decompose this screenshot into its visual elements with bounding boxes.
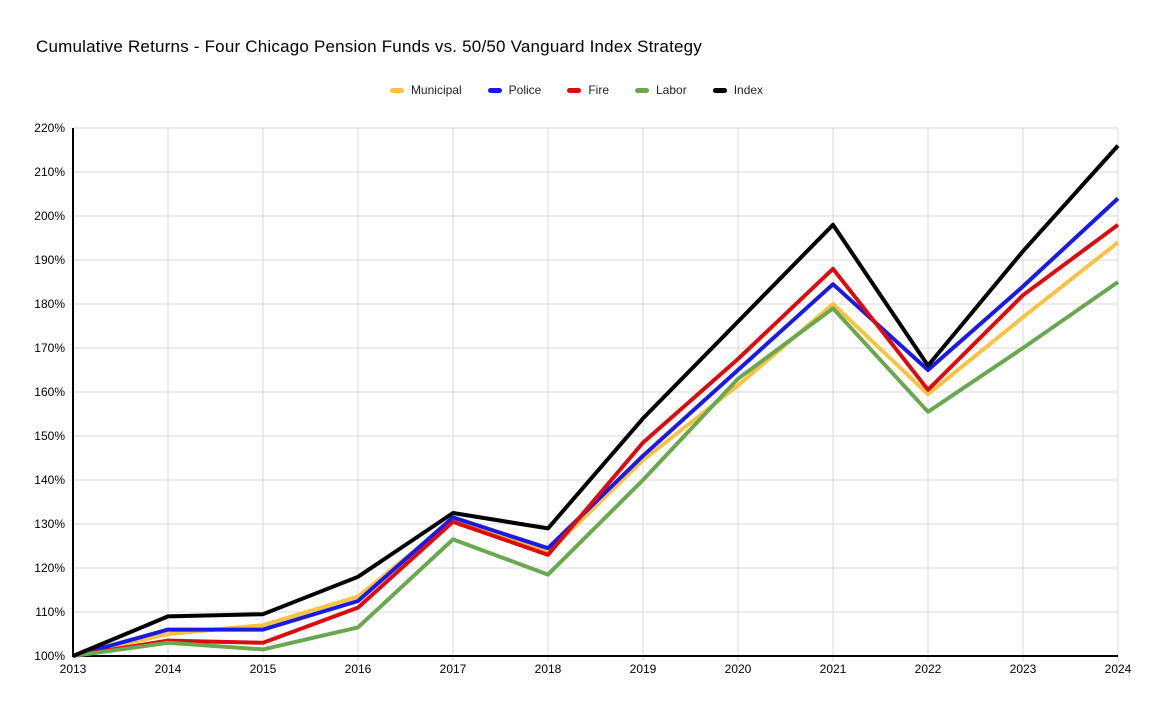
- x-axis-label: 2021: [820, 662, 847, 676]
- y-axis-label: 160%: [34, 385, 65, 399]
- legend-label: Index: [733, 83, 764, 97]
- legend: Municipal Police Fire Labor Index: [0, 83, 1153, 97]
- legend-label: Labor: [656, 83, 687, 97]
- legend-item-fire: Fire: [567, 83, 609, 97]
- x-axis-label: 2018: [535, 662, 562, 676]
- y-axis-label: 110%: [35, 605, 65, 619]
- legend-swatch-icon: [389, 87, 404, 93]
- legend-item-police: Police: [487, 83, 542, 97]
- y-axis-label: 100%: [34, 649, 65, 663]
- legend-label: Fire: [588, 83, 609, 97]
- x-axis-label: 2013: [60, 662, 87, 676]
- y-axis-label: 130%: [34, 517, 65, 531]
- x-axis-label: 2023: [1010, 662, 1037, 676]
- y-axis-label: 190%: [34, 253, 65, 267]
- x-axis-label: 2020: [725, 662, 752, 676]
- x-axis-label: 2015: [250, 662, 277, 676]
- x-axis-label: 2017: [440, 662, 467, 676]
- y-axis-label: 220%: [34, 121, 65, 135]
- series-line-labor: [72, 280, 1120, 658]
- x-axis-label: 2014: [155, 662, 182, 676]
- series-line-fire: [72, 223, 1120, 658]
- y-axis-label: 200%: [34, 209, 65, 223]
- legend-label: Municipal: [410, 83, 462, 97]
- series-line-police: [72, 196, 1120, 658]
- legend-item-labor: Labor: [635, 83, 687, 97]
- series-line-municipal: [72, 240, 1120, 658]
- legend-swatch-icon: [635, 87, 649, 93]
- x-axis-label: 2016: [345, 662, 372, 676]
- y-axis-label: 180%: [34, 297, 65, 311]
- x-axis-label: 2019: [630, 662, 657, 676]
- x-axis-label: 2022: [915, 662, 942, 676]
- series-line-index: [72, 144, 1120, 658]
- legend-swatch-icon: [487, 87, 502, 93]
- legend-label: Police: [508, 83, 542, 97]
- y-axis-label: 210%: [34, 165, 65, 179]
- legend-item-index: Index: [712, 83, 764, 97]
- legend-swatch-icon: [567, 87, 582, 93]
- legend-swatch-icon: [712, 87, 727, 93]
- y-axis-label: 150%: [34, 429, 65, 443]
- y-axis-label: 120%: [34, 561, 65, 575]
- y-axis-label: 170%: [34, 341, 65, 355]
- y-axis-label: 140%: [34, 473, 65, 487]
- chart-title: Cumulative Returns - Four Chicago Pensio…: [36, 37, 703, 56]
- legend-item-municipal: Municipal: [389, 83, 462, 97]
- x-axis-label: 2024: [1105, 662, 1132, 676]
